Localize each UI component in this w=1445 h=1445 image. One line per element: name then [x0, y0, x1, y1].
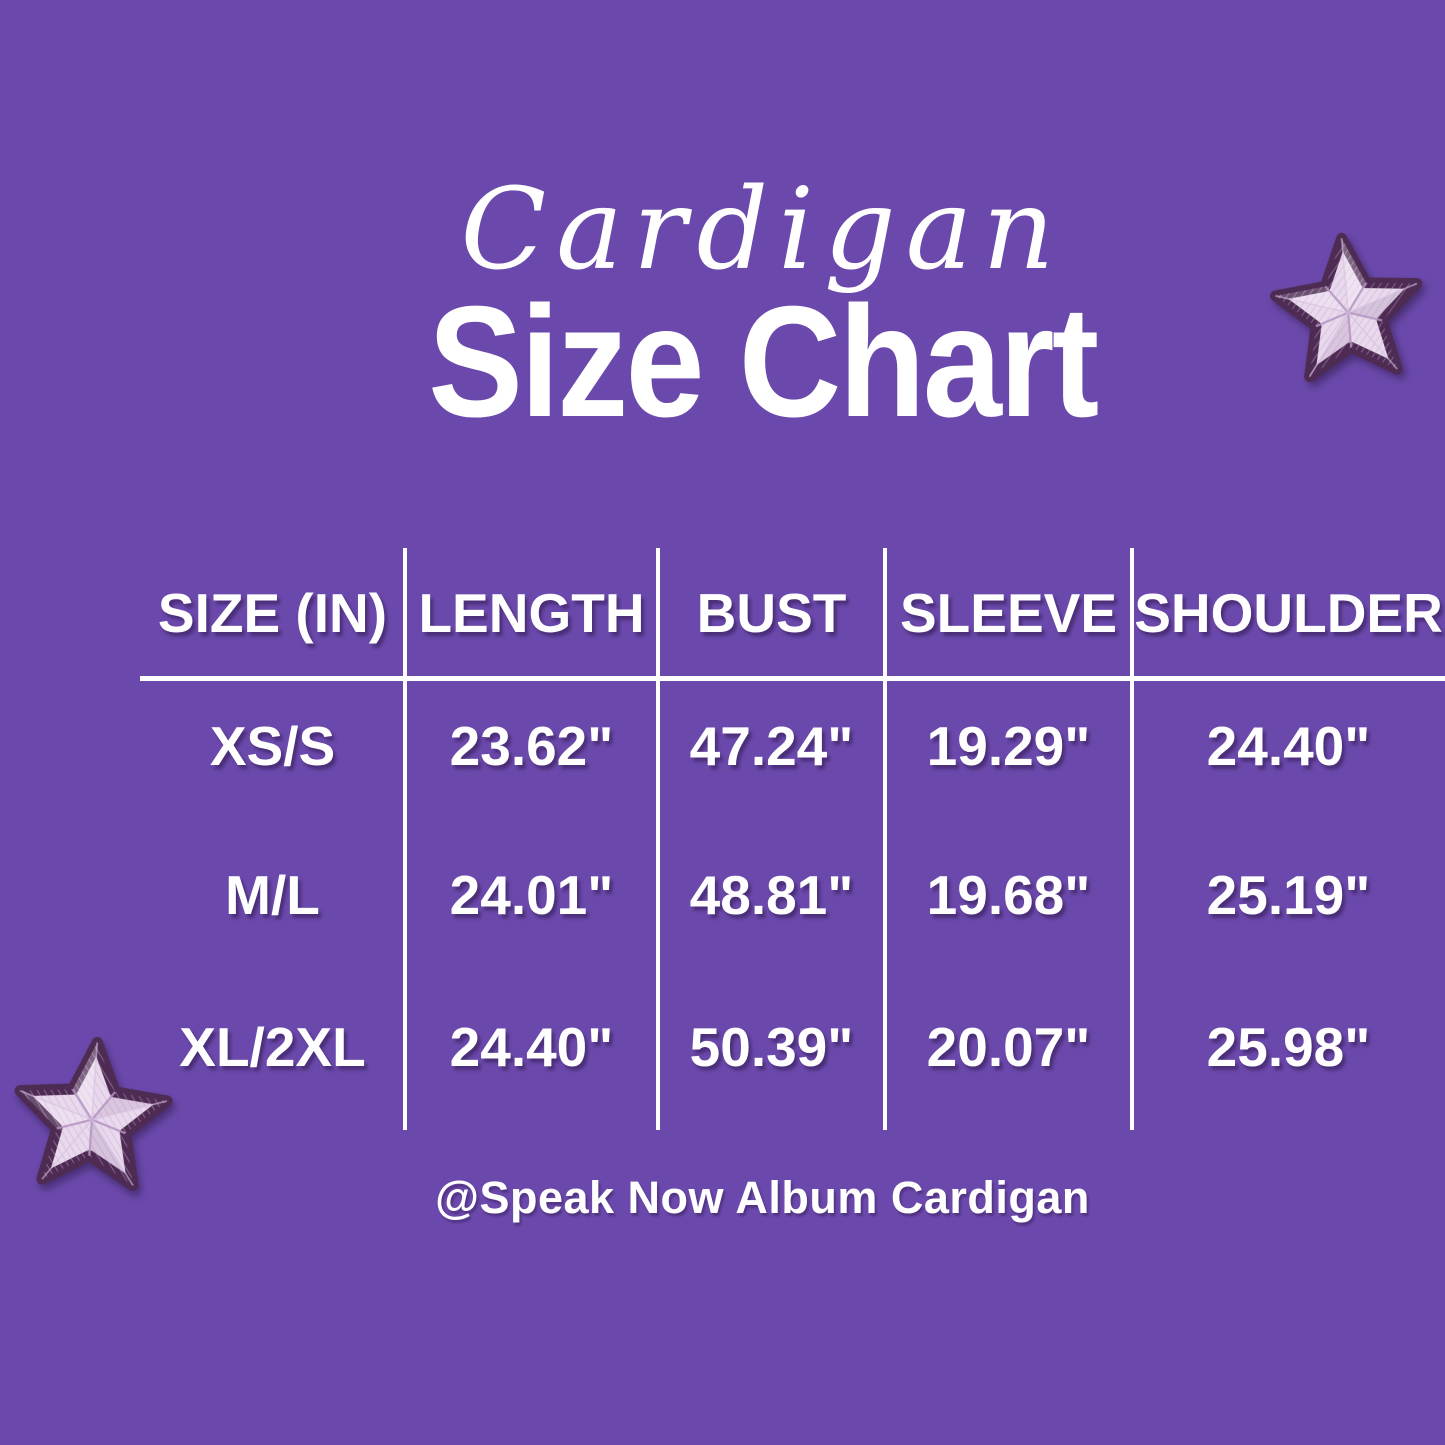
table-cell: 24.01"	[449, 864, 614, 926]
size-table-grid: SIZE (IN) LENGTH BUST SLEEVE SHOULDER XS…	[140, 548, 1445, 1130]
caption: @Speak Now Album Cardigan	[435, 1172, 1090, 1223]
table-cell: 25.98"	[1206, 1016, 1371, 1078]
row-label: XL/2XL	[179, 1016, 366, 1078]
star-patch-icon	[1269, 232, 1423, 383]
script-title: Cardigan	[460, 165, 1065, 295]
column-header-sleeve: SLEEVE	[899, 582, 1118, 644]
table-divider-horizontal	[140, 676, 1445, 681]
table-divider-vertical	[403, 548, 407, 1130]
table-divider-vertical	[1130, 548, 1134, 1130]
table-cell: 24.40"	[449, 1016, 614, 1078]
table-cell: 47.24"	[689, 715, 854, 777]
page-title-text: Size Chart	[428, 274, 1099, 450]
table-divider-vertical	[656, 548, 660, 1130]
table-cell: 19.29"	[926, 715, 1091, 777]
table-divider-vertical	[883, 548, 887, 1130]
table-cell: 50.39"	[689, 1016, 854, 1078]
table-cell: 19.68"	[926, 864, 1091, 926]
row-label: M/L	[225, 864, 320, 926]
table-cell: 23.62"	[449, 715, 614, 777]
column-header-size: SIZE (IN)	[157, 582, 388, 644]
table-cell: 48.81"	[689, 864, 854, 926]
table-cell: 20.07"	[926, 1016, 1091, 1078]
row-label: XS/S	[209, 715, 336, 777]
star-patch-icon	[14, 1036, 173, 1191]
table-cell: 25.19"	[1206, 864, 1371, 926]
size-table: SIZE (IN) LENGTH BUST SLEEVE SHOULDER XS…	[140, 548, 1445, 1130]
column-header-shoulder: SHOULDER	[1134, 582, 1443, 644]
table-cell: 24.40"	[1206, 715, 1371, 777]
column-header-length: LENGTH	[418, 582, 645, 644]
page-title: Size Chart	[80, 274, 1445, 450]
column-header-bust: BUST	[696, 582, 847, 644]
